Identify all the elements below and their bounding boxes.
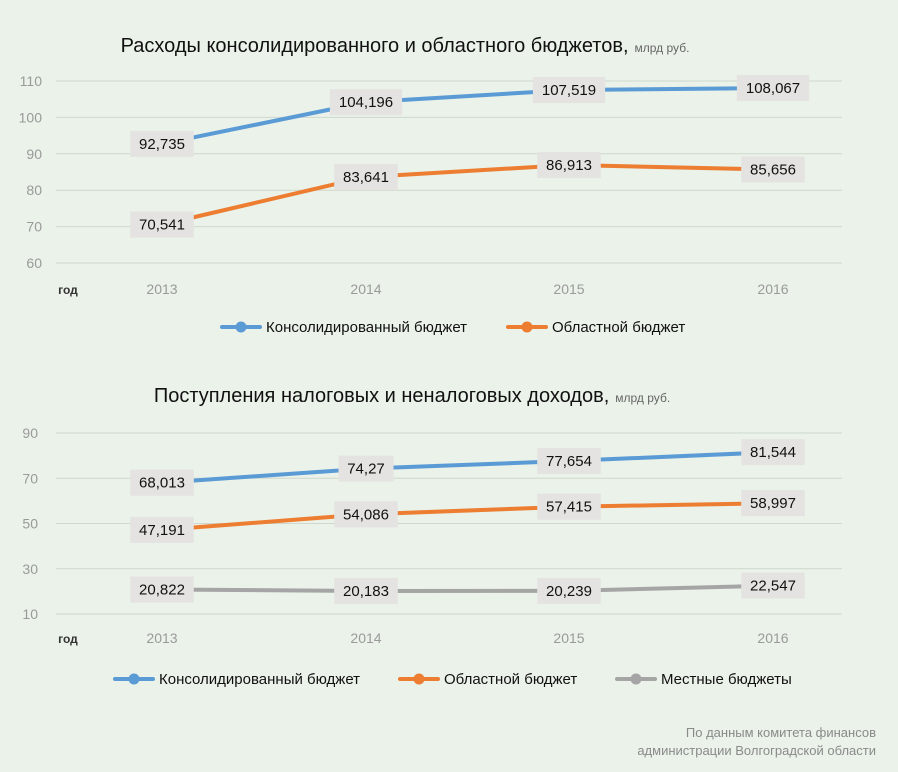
data-label-box <box>741 490 805 517</box>
x-tick-label: 2016 <box>757 281 788 297</box>
y-tick-label: 70 <box>22 470 38 486</box>
data-label: 20,239 <box>546 583 592 600</box>
chart-title-unit: млрд руб. <box>615 391 670 405</box>
source-note: По данным комитета финансов <box>686 725 876 740</box>
data-label-box <box>537 577 601 604</box>
legend-marker <box>521 321 533 333</box>
legend-marker <box>128 673 140 685</box>
x-tick-label: 2015 <box>553 630 584 646</box>
data-label-box <box>338 455 394 482</box>
data-label-box <box>130 130 194 157</box>
x-tick-label: 2015 <box>553 281 584 297</box>
chart-title: Расходы консолидированного и областного … <box>121 35 690 57</box>
y-tick-label: 70 <box>26 219 42 235</box>
data-label-box <box>130 469 194 496</box>
data-label: 92,735 <box>139 136 185 153</box>
data-label: 107,519 <box>542 82 596 99</box>
chart-title-main: Расходы консолидированного и областного … <box>121 35 629 57</box>
data-label-box <box>741 156 805 183</box>
y-tick-label: 60 <box>26 255 42 271</box>
chart-title-main: Поступления налоговых и неналоговых дохо… <box>154 385 609 407</box>
series-line <box>160 163 775 227</box>
data-label: 74,27 <box>347 461 385 478</box>
data-label: 70,541 <box>139 217 185 234</box>
data-label: 104,196 <box>339 94 393 111</box>
data-label: 108,067 <box>746 80 800 97</box>
data-label-box <box>532 77 606 104</box>
source-note: администрации Волгоградской области <box>637 743 876 758</box>
data-label: 85,656 <box>750 162 796 179</box>
data-label-box <box>130 516 194 543</box>
y-tick-label: 80 <box>26 182 42 198</box>
legend-label: Областной бюджет <box>444 671 577 688</box>
data-label-box <box>537 152 601 179</box>
x-tick-label: 2013 <box>146 630 177 646</box>
y-tick-label: 90 <box>22 425 38 441</box>
data-label-box <box>537 447 601 474</box>
data-label-box <box>130 211 194 238</box>
x-axis-label: год <box>58 632 78 646</box>
chart-title-unit: млрд руб. <box>635 41 690 55</box>
x-tick-label: 2016 <box>757 630 788 646</box>
legend-marker <box>413 673 425 685</box>
series-line <box>160 501 775 532</box>
legend-label: Консолидированный бюджет <box>159 671 360 688</box>
y-tick-label: 30 <box>22 561 38 577</box>
legend-label: Консолидированный бюджет <box>266 319 467 336</box>
data-label-box <box>130 576 194 603</box>
data-label-box <box>736 75 810 102</box>
series-line <box>160 450 775 485</box>
series-line <box>160 86 775 146</box>
y-tick-label: 50 <box>22 516 38 532</box>
data-label: 47,191 <box>139 522 185 539</box>
x-tick-label: 2014 <box>350 281 381 297</box>
data-label: 77,654 <box>546 453 592 470</box>
data-label: 22,547 <box>750 578 796 595</box>
legend-label: Местные бюджеты <box>661 671 792 688</box>
y-tick-label: 100 <box>19 109 43 125</box>
data-label-box <box>329 89 403 116</box>
data-label: 20,183 <box>343 583 389 600</box>
y-tick-label: 10 <box>22 606 38 622</box>
data-label: 83,641 <box>343 169 389 186</box>
legend-marker <box>630 673 642 685</box>
data-label-box <box>741 439 805 466</box>
data-label: 54,086 <box>343 506 389 523</box>
data-label: 86,913 <box>546 157 592 174</box>
data-label-box <box>334 163 398 190</box>
data-label: 57,415 <box>546 499 592 516</box>
data-label: 68,013 <box>139 475 185 492</box>
chart-2: Поступления налоговых и неналоговых дохо… <box>22 385 842 688</box>
data-label: 58,997 <box>750 495 796 512</box>
y-tick-label: 90 <box>26 146 42 162</box>
data-label-box <box>334 577 398 604</box>
series-line <box>160 583 775 593</box>
x-tick-label: 2014 <box>350 630 381 646</box>
legend-label: Областной бюджет <box>552 319 685 336</box>
data-label: 81,544 <box>750 444 796 461</box>
data-label-box <box>537 493 601 520</box>
x-axis-label: год <box>58 283 78 297</box>
data-label-box <box>334 501 398 528</box>
data-label-box <box>741 572 805 599</box>
y-tick-label: 110 <box>20 73 43 89</box>
data-label: 20,822 <box>139 582 185 599</box>
chart-1: Расходы консолидированного и областного … <box>19 35 842 336</box>
legend-marker <box>235 321 247 333</box>
x-tick-label: 2013 <box>146 281 177 297</box>
chart-title: Поступления налоговых и неналоговых дохо… <box>154 385 670 407</box>
